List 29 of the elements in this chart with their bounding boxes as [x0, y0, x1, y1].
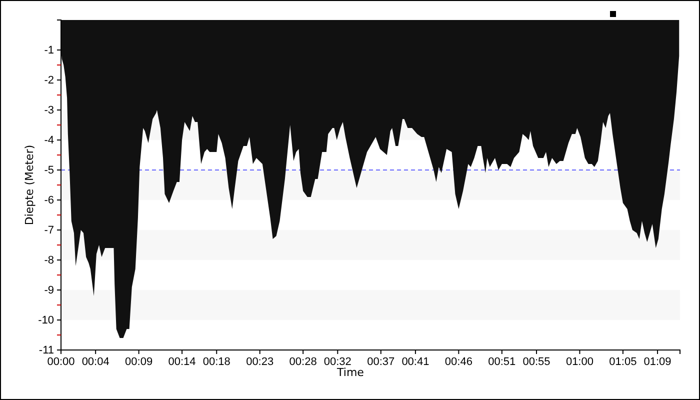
x-tick-label: 00:09 — [125, 356, 153, 368]
x-tick-label: 00:51 — [488, 356, 516, 368]
y-tick-label: -3 — [44, 104, 54, 117]
x-tick-label: 00:41 — [402, 356, 430, 368]
x-tick-label: 00:32 — [324, 356, 352, 368]
x-tick-label: 00:04 — [82, 356, 110, 368]
y-axis-title: Diepte (Meter) — [23, 144, 36, 226]
x-tick-label: 00:37 — [367, 356, 395, 368]
x-tick-label: 01:00 — [566, 356, 594, 368]
y-tick-label: -2 — [44, 74, 54, 87]
y-tick-label: -11 — [38, 344, 54, 357]
x-tick-label: 00:28 — [289, 356, 317, 368]
y-tick-label: -5 — [44, 164, 54, 177]
y-tick-label: -7 — [44, 224, 54, 237]
x-tick-label: 00:55 — [522, 356, 550, 368]
y-tick-label: -8 — [44, 254, 54, 267]
x-tick-label: 00:00 — [47, 356, 75, 368]
x-tick-label: 00:46 — [444, 356, 472, 368]
x-tick-label: 01:05 — [609, 356, 637, 368]
y-tick-label: -6 — [44, 194, 54, 207]
x-tick-label: 00:14 — [168, 356, 196, 368]
x-tick-label: 00:23 — [246, 356, 274, 368]
x-axis-title: Time — [336, 366, 364, 379]
y-tick-label: -10 — [38, 314, 54, 327]
y-tick-label: -4 — [44, 134, 54, 147]
y-tick-label: -9 — [44, 284, 54, 297]
x-tick-label: 01:09 — [644, 356, 672, 368]
x-tick-label: 00:18 — [202, 356, 230, 368]
y-tick-label: -1 — [44, 44, 54, 57]
